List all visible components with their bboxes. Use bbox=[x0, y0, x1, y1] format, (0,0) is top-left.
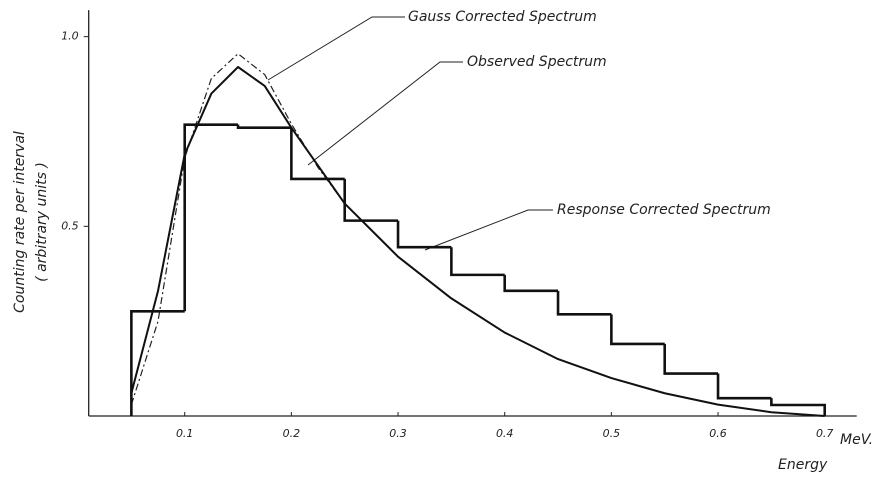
y-tick-label: 1.0 bbox=[61, 30, 79, 43]
x-tick-label: 0.3 bbox=[389, 427, 407, 440]
histogram-step bbox=[503, 274, 559, 293]
y-tick-label: 0.5 bbox=[61, 219, 79, 232]
histogram-step bbox=[183, 123, 239, 312]
histogram-step bbox=[450, 247, 505, 277]
x-tick-label: 0.7 bbox=[816, 427, 834, 440]
x-tick-label: 0.6 bbox=[709, 427, 727, 440]
histogram-step bbox=[343, 178, 399, 222]
annotation: Response Corrected Spectrum bbox=[557, 202, 771, 218]
histogram-step bbox=[130, 310, 185, 416]
x-axis-unit: MeV. bbox=[840, 432, 873, 448]
histogram-step bbox=[396, 220, 452, 249]
leader-line bbox=[424, 209, 553, 251]
curve bbox=[130, 53, 346, 405]
histogram-step bbox=[716, 373, 772, 400]
histogram-step bbox=[556, 290, 612, 316]
y-axis-label: Counting rate per interval bbox=[12, 131, 28, 313]
leader-line bbox=[307, 61, 463, 166]
x-tick-label: 0.1 bbox=[176, 427, 194, 440]
leader-line bbox=[267, 16, 405, 81]
histogram-step bbox=[770, 398, 826, 416]
x-tick-label: 0.2 bbox=[283, 427, 301, 440]
y-axis-label: ( arbitrary units ) bbox=[34, 162, 50, 282]
annotation: Observed Spectrum bbox=[467, 54, 607, 70]
x-tick-label: 0.4 bbox=[496, 427, 514, 440]
curve bbox=[130, 66, 825, 417]
histogram-step bbox=[610, 314, 665, 346]
annotation: Gauss Corrected Spectrum bbox=[408, 9, 597, 25]
x-axis-label: Energy bbox=[778, 457, 828, 473]
histogram-step bbox=[290, 127, 345, 181]
x-tick-label: 0.5 bbox=[603, 427, 621, 440]
histogram-step bbox=[663, 343, 719, 375]
histogram-step bbox=[236, 124, 292, 129]
